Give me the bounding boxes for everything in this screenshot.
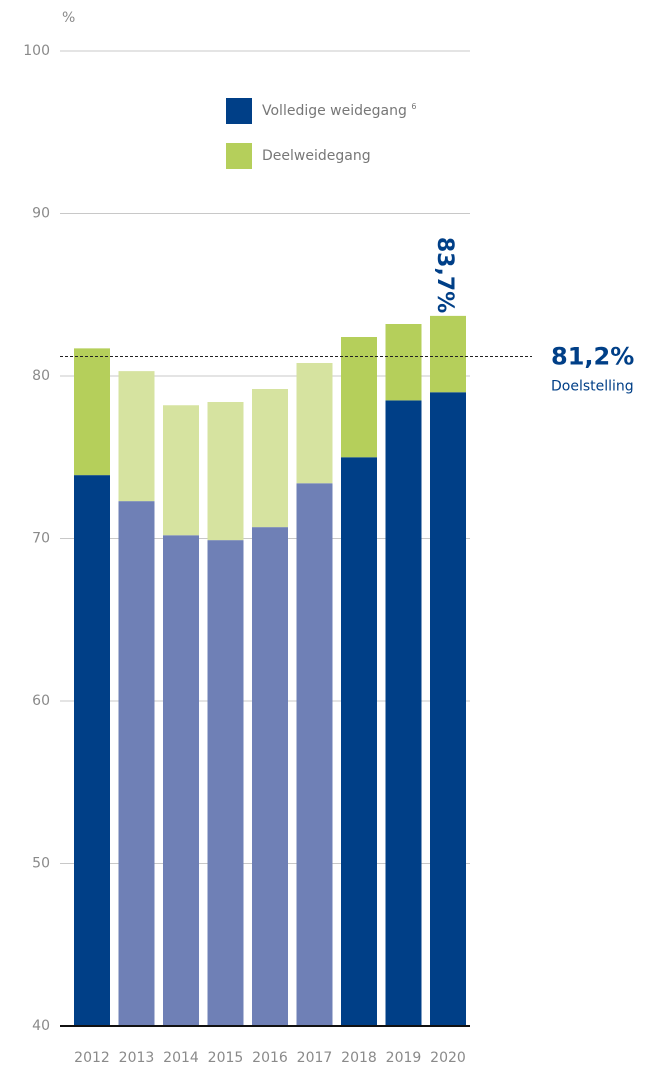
bar-segment	[385, 324, 422, 401]
bar-segment	[430, 392, 466, 1026]
y-tick-label: 50	[32, 856, 50, 872]
y-tick-label: 80	[32, 368, 50, 384]
bar-segment	[207, 402, 244, 541]
target-label: 81,2%	[551, 343, 634, 371]
x-tick-label: 2015	[208, 1050, 244, 1066]
x-tick-label: 2016	[252, 1050, 288, 1066]
bar-segment	[430, 315, 466, 393]
bar-segment	[385, 400, 422, 1026]
bar-segment	[207, 540, 244, 1026]
legend-name: Deelweidegang	[262, 148, 371, 164]
legend-swatch	[226, 143, 252, 169]
bar-segment	[296, 483, 333, 1026]
y-tick-label: 100	[23, 43, 50, 59]
bar-segment	[252, 389, 288, 528]
x-tick-label: 2018	[341, 1050, 377, 1066]
x-tick-label: 2020	[430, 1050, 466, 1066]
y-tick-label: 90	[32, 206, 50, 222]
bar-segment	[163, 405, 199, 536]
total-annotation: 83,7%	[432, 237, 457, 313]
legend-label: Volledige weidegang 6	[262, 102, 416, 120]
x-tick-label: 2017	[297, 1050, 333, 1066]
bar-segment	[74, 475, 110, 1026]
y-tick-label: 70	[32, 531, 50, 547]
legend-name: Volledige weidegang	[262, 103, 407, 119]
legend-label: Deelweidegang	[262, 148, 371, 164]
x-tick-label: 2019	[386, 1050, 422, 1066]
bar-segment	[118, 371, 155, 502]
x-tick-label: 2014	[163, 1050, 199, 1066]
target-text: Doelstelling	[551, 379, 634, 395]
x-tick-label: 2013	[119, 1050, 155, 1066]
bar-segment	[163, 535, 199, 1026]
bar-segment	[341, 337, 377, 458]
bar-segment	[118, 501, 155, 1026]
y-axis-label: %	[62, 10, 75, 26]
bar-segment	[74, 348, 110, 476]
bar-segment	[252, 527, 288, 1026]
y-tick-label: 60	[32, 693, 50, 709]
bar-segment	[341, 457, 377, 1026]
bar-segment	[296, 363, 333, 484]
legend-note: 6	[411, 102, 416, 111]
y-tick-label: 40	[32, 1018, 50, 1034]
legend-swatch	[226, 98, 252, 124]
x-tick-label: 2012	[74, 1050, 110, 1066]
